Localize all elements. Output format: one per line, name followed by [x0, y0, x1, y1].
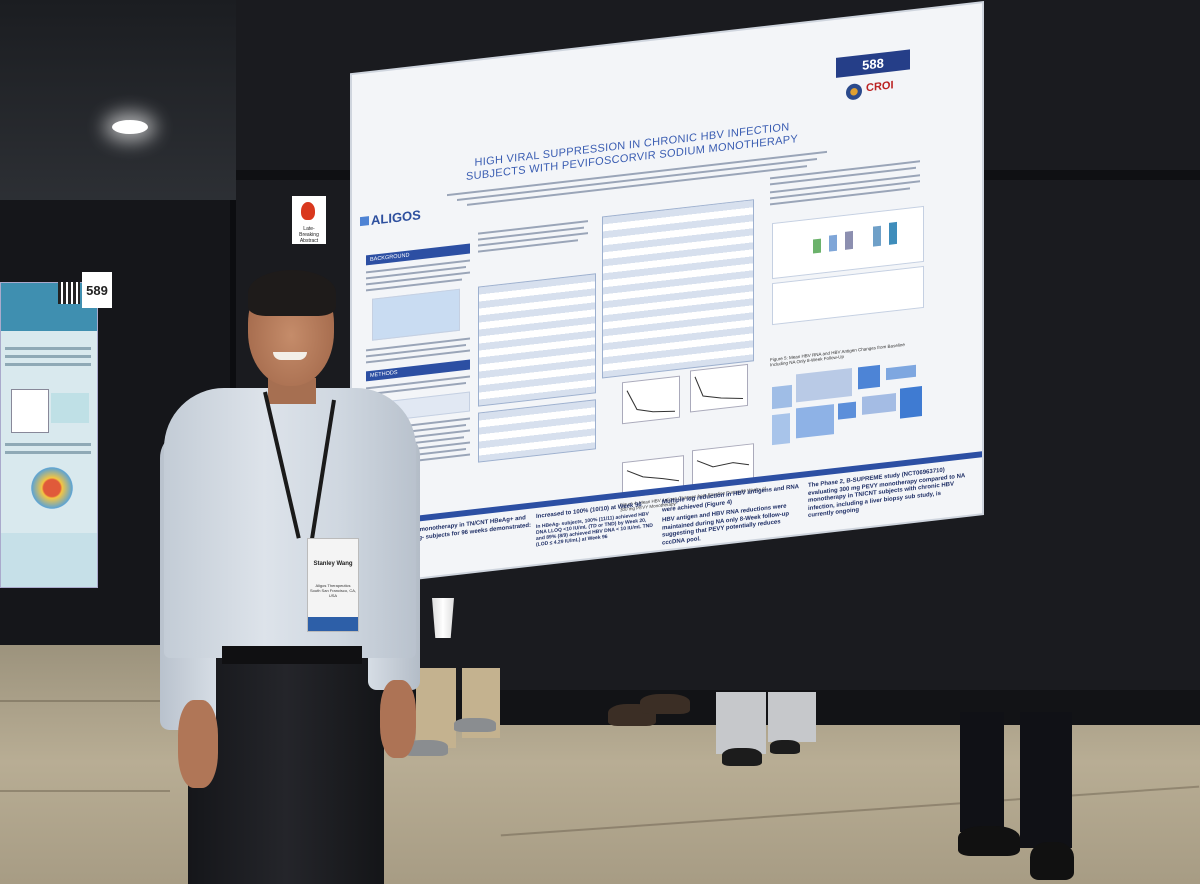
text-line [5, 451, 91, 454]
safety-summary-table [478, 399, 596, 463]
antigen-chart [622, 455, 684, 499]
presenter-left-hand [178, 700, 218, 788]
background-person-legs [768, 692, 816, 742]
baseline-characteristics-table [478, 273, 596, 407]
scientific-poster: 588 CROI ALIGOS HIGH VIRAL SUPPRESSION I… [352, 3, 982, 585]
logo-tile [862, 393, 896, 415]
neighbor-poster [0, 282, 98, 588]
shoe [640, 694, 690, 714]
shoe [1030, 842, 1074, 880]
floor-seam [0, 700, 170, 702]
neighbor-illustration [27, 465, 77, 511]
text-line [478, 239, 578, 253]
bar [829, 234, 837, 252]
badge-footer [308, 617, 358, 631]
logo-tile [796, 368, 852, 403]
badge-organization: Aligos Therapeutics South San Francisco, … [308, 583, 358, 598]
bar [889, 221, 897, 245]
neighbor-figure [51, 393, 89, 423]
badge-org-text: Aligos Therapeutics [315, 583, 351, 588]
late-breaking-sign: Late-Breaking Abstract [292, 196, 326, 244]
neighbor-poster-number: 589 [82, 272, 112, 308]
logo-mark-icon [360, 216, 369, 227]
logo-tile [900, 386, 922, 419]
logo-tile [838, 401, 856, 420]
flame-icon [301, 202, 315, 220]
antigen-chart [692, 443, 754, 487]
logo-tile [886, 364, 916, 381]
ceiling-light [112, 120, 148, 134]
company-logo: ALIGOS [360, 207, 421, 229]
late-breaking-label: Late-Breaking Abstract [299, 226, 319, 244]
viral-load-chart [690, 363, 748, 413]
conference-logo: CROI [866, 79, 894, 95]
background-person-legs [716, 692, 766, 754]
presenter-hair [248, 270, 336, 316]
shoe [958, 826, 1020, 856]
line-chart-icon [696, 460, 750, 468]
logo-tile [858, 364, 880, 390]
bar [845, 230, 853, 250]
neighbor-chart [11, 389, 49, 433]
bar [873, 225, 881, 247]
shoe [770, 740, 800, 754]
background-person-legs [1020, 712, 1072, 848]
shoe [722, 748, 762, 766]
neighbor-conclusion-box [1, 533, 97, 587]
presenter-shirt [164, 388, 416, 658]
badge-name: Stanley Wang [313, 561, 353, 567]
figure-5-caption: Figure 5: Mean HBV RNA and HBV Antigen C… [770, 342, 905, 368]
line-chart-icon [694, 376, 744, 399]
presenter-belt [222, 646, 362, 664]
background-person-legs [416, 668, 456, 748]
badge-location: South San Francisco, CA, USA [309, 588, 357, 598]
line-chart-icon [626, 470, 680, 482]
background-person-legs [960, 712, 1004, 832]
text-line [5, 347, 91, 350]
company-name: ALIGOS [371, 207, 421, 228]
presenter: Stanley Wang Aligos Therapeutics South Sa… [160, 270, 420, 884]
viral-load-chart [622, 375, 680, 425]
floor-seam [0, 790, 170, 792]
shoe [454, 718, 496, 732]
text-line [5, 363, 91, 366]
logo-tile [796, 404, 834, 439]
neighbor-poster-header [1, 283, 97, 331]
logo-tile [772, 413, 790, 446]
croi-seal-icon [846, 82, 862, 101]
line-chart-icon [626, 390, 676, 413]
hbv-marker-table [602, 199, 754, 379]
presenter-pants [188, 650, 384, 884]
qr-code-icon [58, 282, 80, 304]
logo-tile [772, 384, 792, 410]
paper-cup [432, 598, 454, 638]
bar [813, 238, 821, 254]
shoe [404, 740, 448, 756]
name-badge: Stanley Wang Aligos Therapeutics South Sa… [307, 538, 359, 632]
poster-number: 588 [836, 49, 910, 78]
text-line [5, 443, 91, 446]
text-line [5, 355, 91, 358]
presenter-smile [273, 352, 307, 360]
presenter-right-hand [380, 680, 416, 758]
